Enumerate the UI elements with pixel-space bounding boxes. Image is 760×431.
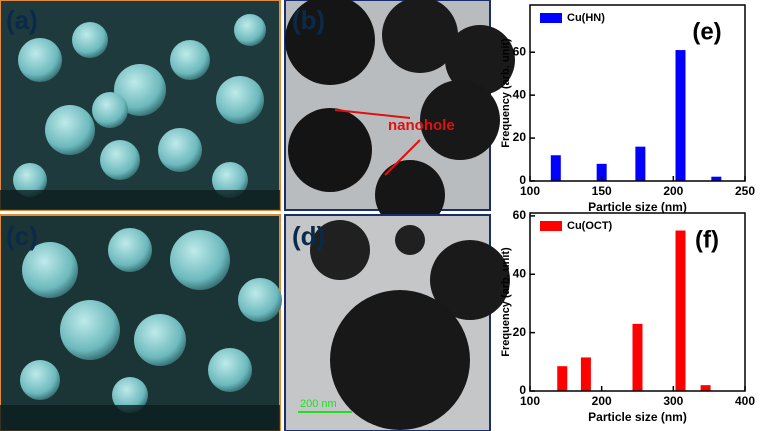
bar bbox=[675, 230, 686, 391]
y-tick-label: 60 bbox=[513, 208, 527, 222]
panel-label: (f) bbox=[695, 226, 719, 253]
x-tick-label: 200 bbox=[592, 394, 612, 408]
x-tick-label: 150 bbox=[592, 184, 612, 198]
x-tick-label: 100 bbox=[520, 184, 540, 198]
y-tick-label: 60 bbox=[513, 44, 527, 58]
bar bbox=[700, 385, 711, 391]
panel-label: (e) bbox=[692, 18, 721, 45]
x-tick-label: 100 bbox=[520, 394, 540, 408]
y-axis-label: Frequency (arb. unit) bbox=[500, 247, 512, 357]
bar bbox=[635, 146, 646, 181]
y-tick-label: 40 bbox=[513, 266, 527, 280]
x-tick-label: 250 bbox=[735, 184, 755, 198]
tem-image-b bbox=[284, 0, 515, 230]
annotation: nanohole bbox=[388, 117, 455, 134]
y-tick-label: 20 bbox=[513, 130, 527, 144]
scale-bar-label: 200 nm bbox=[300, 398, 337, 410]
y-tick-label: 0 bbox=[519, 383, 526, 397]
y-tick-label: 20 bbox=[513, 325, 527, 339]
legend-label: Cu(HN) bbox=[567, 12, 605, 24]
tem-image-d bbox=[284, 214, 510, 431]
x-tick-label: 300 bbox=[663, 394, 683, 408]
legend-swatch bbox=[540, 13, 562, 23]
panel-label: (b) bbox=[292, 5, 325, 35]
bar bbox=[550, 155, 561, 181]
legend-swatch bbox=[540, 221, 562, 231]
x-axis-label: Particle size (nm) bbox=[588, 410, 687, 424]
panel-label: (d) bbox=[292, 221, 325, 251]
bar bbox=[675, 50, 686, 182]
bar bbox=[580, 357, 591, 391]
panel-label: (c) bbox=[6, 221, 38, 251]
bar bbox=[632, 323, 643, 391]
x-tick-label: 400 bbox=[735, 394, 755, 408]
bar bbox=[711, 176, 722, 181]
y-tick-label: 0 bbox=[519, 173, 526, 187]
x-tick-label: 200 bbox=[663, 184, 683, 198]
bar bbox=[596, 163, 607, 181]
x-axis-label: Particle size (nm) bbox=[588, 200, 687, 214]
sem-image-a bbox=[0, 0, 281, 211]
bar bbox=[557, 366, 568, 391]
y-axis-label: Frequency (arb. unit) bbox=[500, 38, 512, 148]
panel-label: (a) bbox=[6, 5, 38, 35]
plot-frame bbox=[529, 4, 746, 182]
y-tick-label: 40 bbox=[513, 87, 527, 101]
plot-frame bbox=[529, 212, 746, 392]
legend-label: Cu(OCT) bbox=[567, 220, 613, 232]
sem-image-c bbox=[0, 214, 282, 431]
panel-labels: (a) (b) nanohole (c) (d) 200 nm bbox=[6, 5, 455, 410]
